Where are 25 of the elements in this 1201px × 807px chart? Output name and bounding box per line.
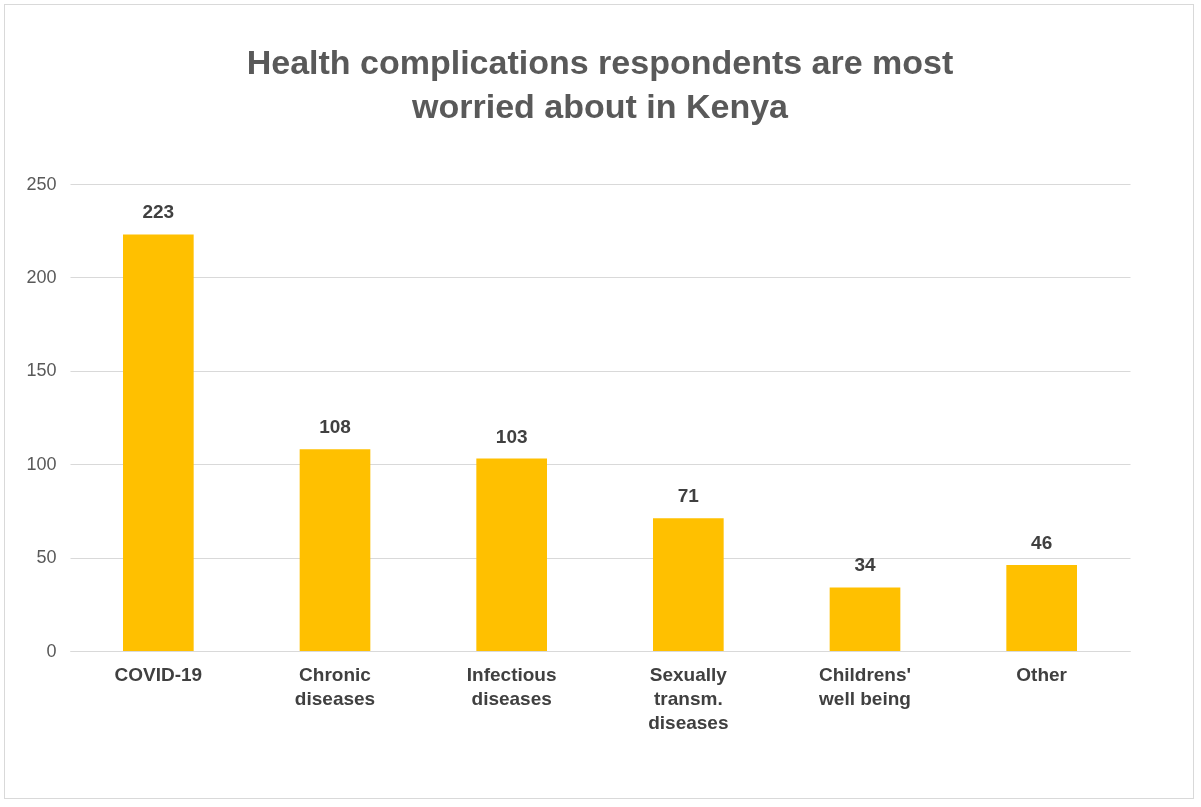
x-tick-label: Childrens' well being: [818, 663, 912, 709]
data-label: 108: [319, 416, 351, 438]
data-label: 34: [854, 554, 876, 576]
x-tick-label: Other: [1016, 663, 1068, 685]
x-tick-label: COVID-19: [114, 663, 203, 685]
bar: [299, 449, 371, 651]
y-tick-label: 50: [36, 547, 57, 568]
data-label: 103: [495, 425, 528, 447]
x-tick-label: Chronic diseases: [294, 663, 376, 709]
bar: [829, 587, 901, 651]
chart-title: Health complications respondents are most worried about in Kenya: [246, 43, 954, 125]
y-tick-label: 0: [46, 640, 57, 661]
bar: [476, 458, 547, 651]
bar: [653, 518, 724, 651]
x-tick-label: Sexually transm. diseases: [648, 663, 729, 733]
y-tick-label: 100: [26, 453, 57, 474]
y-tick-label: 250: [26, 173, 57, 194]
x-tick-label: Infectious diseases: [466, 663, 557, 709]
data-label: 46: [1031, 532, 1053, 554]
y-tick-label: 200: [26, 266, 57, 287]
bar: [1006, 565, 1077, 651]
data-label: 71: [677, 485, 700, 507]
y-tick-label: 150: [26, 360, 57, 381]
bar: [123, 234, 194, 651]
data-label: 223: [142, 201, 175, 223]
